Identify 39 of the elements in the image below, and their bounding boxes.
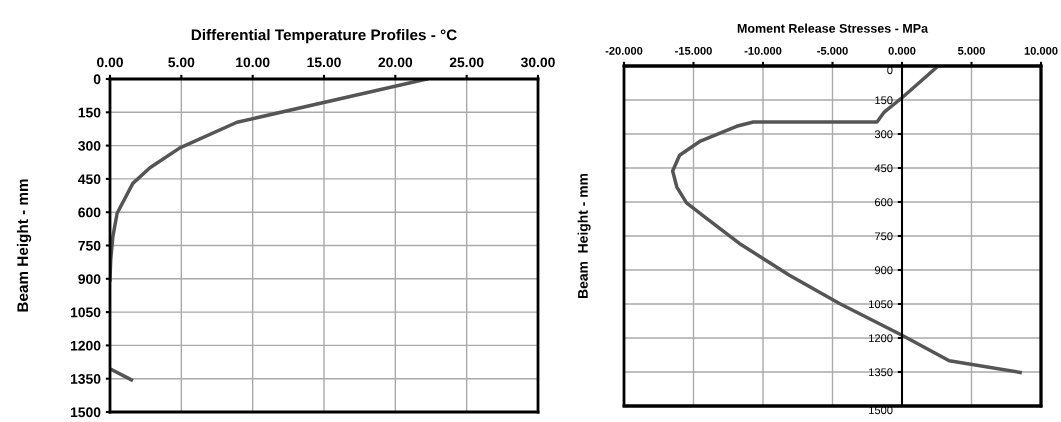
y-tick-label: 750 — [78, 240, 101, 251]
line-series — [670, 66, 1022, 375]
y-tick-label: 1050 — [869, 300, 893, 309]
y-tick-label: 1050 — [70, 307, 101, 318]
x-tick-label: 5.000 — [957, 46, 985, 55]
x-tick-label: 15.00 — [307, 57, 341, 68]
y-axis-title: Beam Height - mm — [577, 173, 591, 298]
y-tick-label: 150 — [78, 107, 101, 118]
y-tick-label: 300 — [874, 130, 893, 139]
x-tick-label: 20.00 — [378, 57, 413, 68]
y-tick-label: 0 — [93, 74, 101, 85]
y-tick-label: 1500 — [70, 407, 101, 418]
x-tick-label: 25.00 — [449, 57, 484, 68]
x-tick-label: -15.000 — [675, 46, 712, 55]
y-tick-label: 1350 — [869, 368, 893, 377]
x-tick-label: -5.000 — [817, 46, 848, 55]
x-tick-label: 30.00 — [520, 57, 555, 68]
x-tick-label: 10.00 — [236, 57, 270, 68]
y-tick-label: 1200 — [869, 334, 893, 343]
y-axis-title: Beam Height - mm — [16, 179, 32, 312]
y-tick-label: 150 — [875, 96, 893, 105]
chart-title: Moment Release Stresses - MPa — [737, 23, 929, 33]
x-tick-label: 0.000 — [888, 46, 916, 55]
y-tick-label: 1350 — [70, 374, 101, 384]
y-tick-label: 300 — [78, 140, 101, 151]
y-tick-label: 900 — [78, 274, 101, 284]
x-tick-label: 10.000 — [1024, 46, 1058, 55]
x-tick-label: -10.000 — [744, 46, 782, 55]
y-tick-label: 750 — [875, 232, 893, 241]
x-tick-label: 5.00 — [168, 57, 195, 68]
y-tick-label: 1200 — [70, 340, 101, 351]
x-tick-label: -20.000 — [605, 46, 643, 55]
y-tick-label: 450 — [874, 164, 893, 173]
y-tick-label: 600 — [875, 198, 893, 207]
y-tick-label: 900 — [874, 266, 893, 275]
y-tick-label: 450 — [78, 174, 101, 185]
y-tick-label: 600 — [78, 207, 101, 218]
chart-title: Differential Temperature Profiles - °C — [191, 29, 457, 44]
x-tick-label: 0.00 — [97, 57, 123, 68]
